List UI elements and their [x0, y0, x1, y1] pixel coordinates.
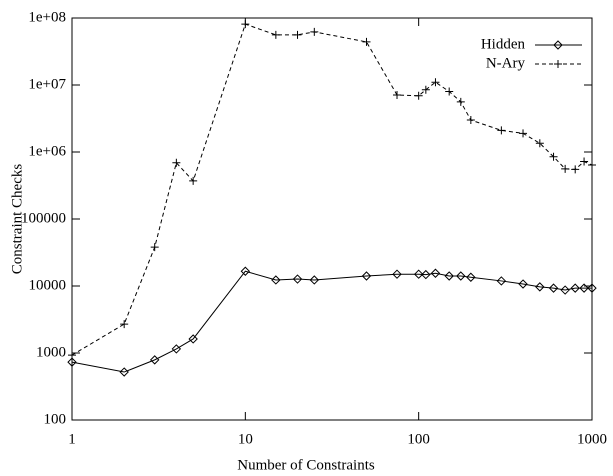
- data-point: [466, 116, 475, 125]
- data-point: [292, 274, 303, 284]
- data-point: [240, 266, 251, 276]
- data-point: [68, 351, 76, 360]
- x-tick-label: 1: [68, 431, 76, 447]
- data-point: [444, 271, 454, 281]
- x-axis-label: Number of Constraints: [237, 457, 375, 473]
- data-point: [588, 160, 596, 169]
- data-point: [497, 126, 506, 135]
- data-point: [421, 269, 431, 280]
- data-point: [421, 85, 430, 94]
- data-point: [548, 283, 559, 293]
- plot-frame: [71, 17, 593, 421]
- data-point: [579, 283, 589, 293]
- data-point: [445, 87, 454, 96]
- data-point: [171, 344, 182, 354]
- data-point: [587, 283, 597, 293]
- data-point: [414, 91, 423, 100]
- data-point: [271, 30, 280, 39]
- y-tick-label: 1e+08: [28, 9, 66, 25]
- y-tick-label: 100: [44, 411, 67, 427]
- data-point: [496, 276, 507, 286]
- data-point: [518, 279, 528, 289]
- data-point: [120, 320, 129, 329]
- data-point: [241, 20, 250, 29]
- data-point: [189, 176, 198, 185]
- data-point: [310, 27, 319, 36]
- series-line: [71, 270, 592, 373]
- data-point: [580, 157, 589, 166]
- data-point: [67, 357, 77, 367]
- data-point: [119, 367, 129, 377]
- x-tick-label: 10: [238, 431, 253, 447]
- data-point: [466, 272, 476, 282]
- data-point: [188, 334, 198, 344]
- data-point: [519, 129, 528, 138]
- data-point: [561, 164, 570, 173]
- data-point: [413, 269, 424, 279]
- series-line: [71, 23, 593, 356]
- data-point: [393, 90, 402, 99]
- data-point: [431, 78, 440, 87]
- data-point: [392, 269, 402, 279]
- y-tick-label: 1000: [36, 344, 66, 360]
- data-point: [149, 355, 160, 365]
- data-point: [456, 271, 466, 281]
- data-point: [456, 97, 465, 106]
- data-point: [430, 268, 441, 278]
- legend-label: Hidden: [481, 36, 526, 52]
- data-point: [560, 285, 570, 295]
- y-tick-label: 1e+06: [28, 143, 66, 159]
- data-point: [271, 275, 281, 285]
- data-point: [549, 152, 558, 161]
- y-tick-label: 10000: [29, 277, 67, 293]
- legend-marker: [553, 40, 563, 50]
- x-tick-label: 100: [407, 431, 430, 447]
- legend-marker: [554, 60, 562, 68]
- data-point: [535, 139, 544, 148]
- data-point: [172, 158, 181, 167]
- data-point: [309, 275, 320, 285]
- data-point: [150, 243, 159, 252]
- data-point: [535, 282, 545, 292]
- data-point: [570, 283, 580, 293]
- x-tick-label: 1000: [577, 431, 607, 447]
- y-tick-label: 1e+07: [28, 76, 66, 92]
- data-point: [361, 271, 372, 281]
- y-axis-label: Constraint Checks: [9, 164, 25, 275]
- data-point: [293, 30, 302, 39]
- data-point: [362, 37, 371, 46]
- y-tick-label: 100000: [21, 210, 66, 226]
- legend-label: N-Ary: [486, 55, 526, 71]
- data-point: [571, 165, 580, 174]
